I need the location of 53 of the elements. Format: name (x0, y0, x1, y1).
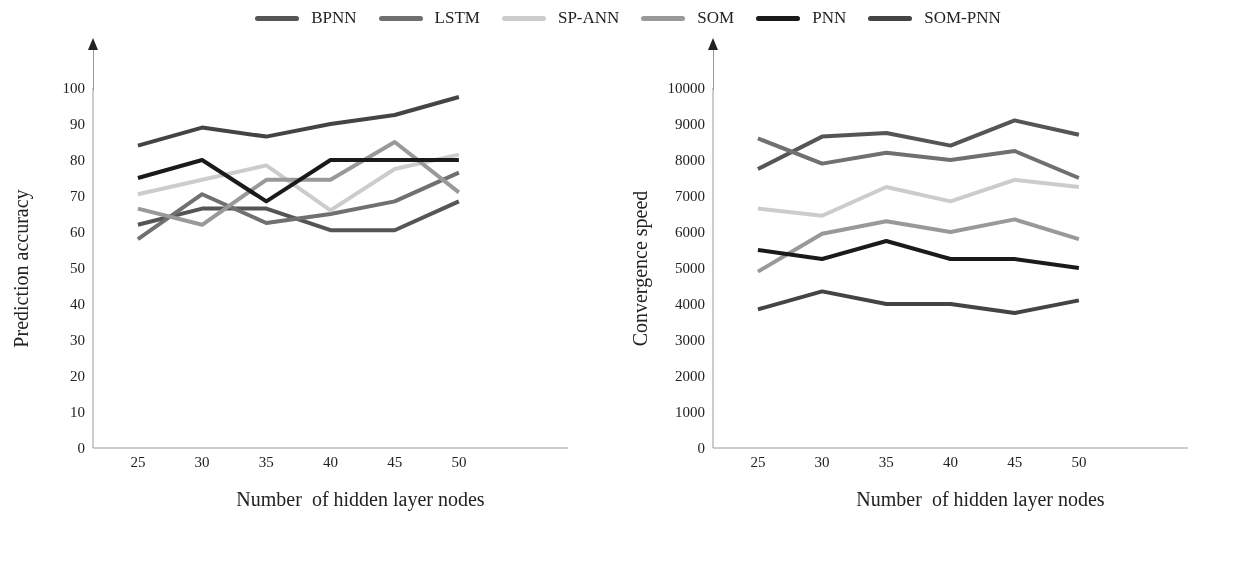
y-tick-label: 90 (70, 116, 85, 133)
legend-label: SP-ANN (557, 8, 620, 28)
y-tick-label: 10 (70, 404, 85, 421)
line-series (755, 136, 1081, 180)
legend-label: SOM-PNN (924, 8, 1001, 28)
y-tick-label: 4000 (675, 296, 705, 313)
line-series (755, 289, 1081, 315)
y-tick-label: 3000 (675, 332, 705, 349)
y-tick-label: 60 (70, 224, 85, 241)
line-series (755, 239, 1081, 270)
x-tick-label: 30 (194, 453, 210, 470)
x-axis-title: Number of hidden layer nodes (235, 488, 486, 511)
y-tick-label: 9000 (675, 116, 705, 133)
y-tick-label: 100 (62, 80, 85, 97)
y-tick-label: 2000 (675, 368, 705, 385)
x-tick-label: 50 (451, 453, 467, 470)
y-axis-title: Convergence speed (629, 190, 653, 346)
y-tick-label: 8000 (675, 152, 705, 169)
y-tick-label: 5000 (675, 260, 705, 277)
x-tick-label: 45 (1007, 453, 1023, 470)
y-tick-label: 0 (77, 440, 85, 457)
y-tick-label: 1000 (675, 404, 705, 421)
x-tick-label: 35 (258, 453, 274, 470)
x-tick-label: 30 (814, 453, 830, 470)
x-tick-label: 25 (750, 453, 766, 470)
x-tick-label: 40 (943, 453, 958, 470)
line-series (135, 95, 461, 148)
line-series (755, 118, 1081, 171)
y-tick-label: 20 (70, 368, 85, 385)
legend-label: LSTM (434, 8, 480, 28)
y-tick-label: 7000 (675, 188, 705, 205)
y-tick-label: 80 (70, 152, 85, 169)
legend-label: SOM (697, 8, 735, 28)
y-tick-label: 50 (70, 260, 85, 277)
x-tick-label: 50 (1071, 453, 1087, 470)
line-series (135, 140, 461, 227)
y-tick-label: 70 (70, 188, 85, 205)
y-tick-label: 40 (70, 296, 85, 313)
line-series (755, 177, 1081, 218)
legend-label: PNN (812, 8, 847, 28)
legend-label: BPNN (311, 8, 357, 28)
y-tick-label: 30 (70, 332, 85, 349)
line-series (135, 170, 461, 242)
x-tick-label: 45 (387, 453, 403, 470)
x-tick-label: 35 (878, 453, 894, 470)
y-tick-label: 6000 (675, 224, 705, 241)
x-tick-label: 40 (323, 453, 338, 470)
line-series (755, 217, 1081, 274)
x-axis-title: Number of hidden layer nodes (855, 488, 1106, 511)
y-tick-label: 10000 (667, 80, 705, 97)
y-axis-title: Prediction accuracy (9, 188, 33, 348)
x-tick-label: 25 (130, 453, 146, 470)
y-tick-label: 0 (697, 440, 705, 457)
